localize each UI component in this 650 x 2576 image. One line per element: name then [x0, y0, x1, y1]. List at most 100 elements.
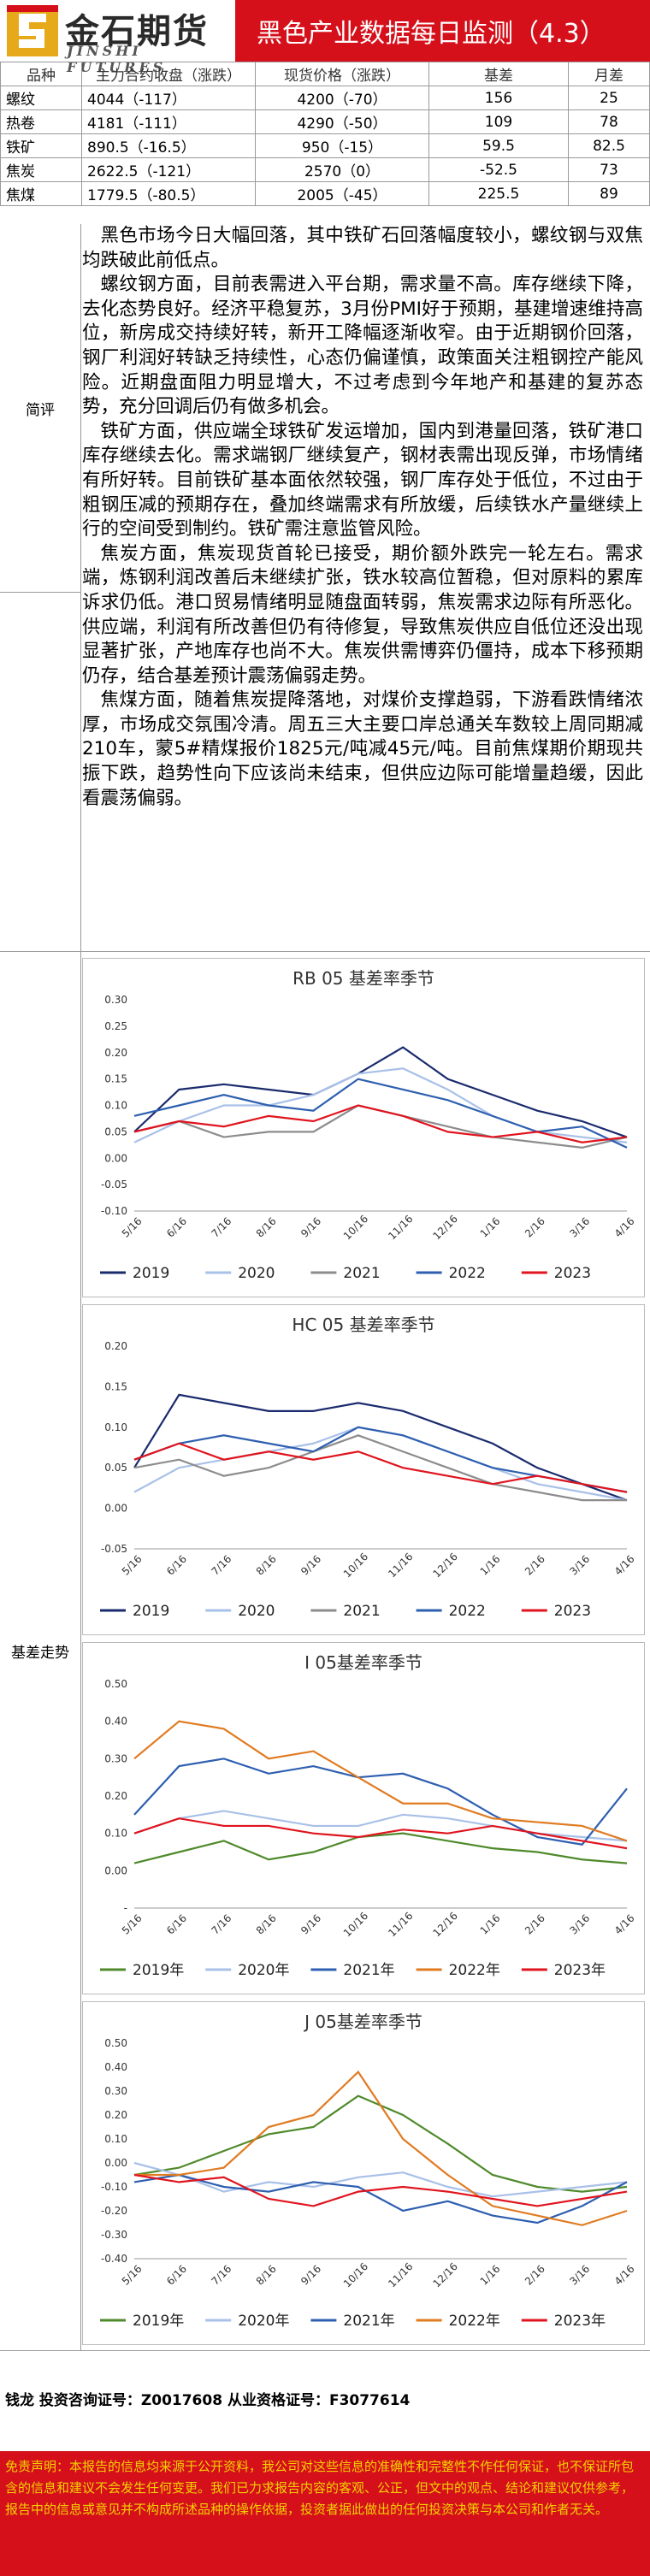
legend-label: 2023年	[554, 2313, 606, 2330]
legend-label: 2020	[238, 1265, 275, 1282]
y-tick-label: -0.10	[101, 2181, 127, 2193]
legend-label: 2022	[449, 1603, 486, 1620]
col-header: 主力合约收盘（涨跌）	[81, 62, 256, 86]
x-tick-label: 7/16	[209, 1912, 233, 1937]
x-tick-label: 12/16	[431, 2260, 460, 2289]
logo-icon	[7, 5, 58, 56]
x-tick-label: 11/16	[386, 1213, 415, 1242]
y-tick-label: 0.30	[104, 1752, 127, 1764]
table-row: 铁矿 890.5（-16.5） 950（-15） 59.5 82.5	[0, 133, 650, 158]
x-tick-label: 10/16	[341, 1213, 370, 1242]
legend-label: 2022年	[449, 1962, 500, 1979]
col-header: 现货价格（涨跌）	[255, 62, 429, 86]
table-cell: 73	[568, 157, 650, 182]
table-cell: 89	[568, 181, 650, 206]
table-cell: 1779.5（-80.5）	[81, 181, 256, 206]
y-tick-label: -0.40	[101, 2253, 127, 2265]
x-tick-label: 6/16	[164, 1553, 189, 1578]
table-cell: 225.5	[428, 181, 569, 206]
table-cell: 2622.5（-121）	[81, 157, 256, 182]
legend-label: 2023	[554, 1265, 591, 1282]
y-tick-label: 0.40	[104, 2061, 127, 2073]
hc-basis-chart: HC 05 基差率季节 -0.05 0.00 0.05 0.10 0.15 0.20 5/16…	[82, 1304, 645, 1635]
row-name-cell: 螺纹	[0, 86, 82, 110]
x-tick-label: 1/16	[478, 1215, 503, 1240]
x-tick-label: 9/16	[298, 1553, 323, 1578]
chart-title: HC 05 基差率季节	[292, 1315, 434, 1335]
y-tick-label: 0.20	[104, 1047, 127, 1059]
table-cell: 950（-15）	[255, 133, 429, 158]
table-cell: 78	[568, 109, 650, 134]
x-tick-label: 12/16	[431, 1910, 460, 1939]
series-line	[133, 2173, 628, 2207]
x-tick-label: 10/16	[341, 1551, 370, 1580]
x-tick-label: 11/16	[386, 1551, 415, 1580]
x-tick-label: 4/16	[612, 2263, 637, 2288]
review-paragraph: 螺纹钢方面，目前表需进入平台期，需求量不高。库存继续下降，去化态势良好。经济平稳…	[82, 274, 643, 418]
rb-basis-chart: RB 05 基差率季节 -0.10 -0.05 0.00 0.05 0.10 0.15 0.2…	[82, 958, 645, 1297]
legend-label: 2022	[449, 1265, 486, 1282]
x-tick-label: 10/16	[341, 2260, 370, 2289]
y-tick-label: 0.05	[104, 1126, 127, 1137]
x-tick-label: 11/16	[386, 2260, 415, 2289]
x-tick-label: 1/16	[478, 1553, 503, 1578]
legend-label: 2023年	[554, 1962, 606, 1979]
chart-svg: HC 05 基差率季节 -0.05 0.00 0.05 0.10 0.15 0.20 5/16…	[100, 1315, 637, 1620]
x-tick-label: 4/16	[612, 1215, 637, 1240]
row-name-cell: 焦炭	[0, 157, 82, 182]
y-tick-label: 0.30	[104, 2085, 127, 2097]
legend-label: 2020年	[238, 1962, 289, 1979]
legend-label: 2019年	[133, 1962, 184, 1979]
y-tick-label: 0.30	[104, 994, 127, 1006]
review-paragraph: 焦炭方面，焦炭现货首轮已接受，期价额外跌完一轮左右。需求端，炼钢利润改善后未继续…	[82, 542, 643, 687]
y-tick-label: 0.20	[104, 1340, 127, 1352]
series-line	[133, 2173, 628, 2224]
chart-title: I 05基差率季节	[304, 1652, 422, 1673]
x-tick-label: 3/16	[567, 2263, 592, 2288]
x-tick-label: 2/16	[523, 1912, 547, 1937]
series-line	[133, 1393, 628, 1502]
table-row: 焦炭 2622.5（-121） 2570（0） -52.5 73	[0, 157, 650, 182]
table-cell: 4200（-70）	[255, 86, 429, 110]
table-cell: 25	[568, 86, 650, 110]
logo-cn-text: 金石期货	[65, 12, 209, 51]
table-cell: -52.5	[428, 157, 569, 182]
series-line	[133, 1817, 628, 1850]
table-cell: 4044（-117）	[81, 86, 256, 110]
x-tick-label: 12/16	[431, 1213, 460, 1242]
j-basis-chart: J 05基差率季节 -0.40 -0.30 -0.20 -0.10 0.00 0.10 0.2…	[82, 2001, 645, 2345]
series-line	[133, 1442, 628, 1493]
table-row: 螺纹 4044（-117） 4200（-70） 156 25	[0, 86, 650, 110]
x-tick-label: 11/16	[386, 1910, 415, 1939]
y-tick-label: 0.20	[104, 2109, 127, 2121]
legend-label: 2019	[133, 1603, 169, 1620]
review-paragraph: 黑色市场今日大幅回落，其中铁矿石回落幅度较小，螺纹钢与双焦均跌破此前低点。	[82, 225, 643, 271]
y-tick-label: 0.10	[104, 1828, 127, 1840]
y-tick-label: 0.50	[104, 2037, 127, 2049]
table-row: 热卷 4181（-111） 4290（-50） 109 78	[0, 109, 650, 134]
y-tick-label: 0.50	[104, 1678, 127, 1690]
table-header-row: 品种 主力合约收盘（涨跌） 现货价格（涨跌） 基差 月差	[0, 62, 650, 86]
series-line	[133, 2161, 628, 2198]
x-tick-label: 8/16	[254, 1215, 279, 1240]
y-tick-label: 0.15	[104, 1380, 127, 1392]
series-line	[133, 1078, 628, 1149]
chart-svg: J 05基差率季节 -0.40 -0.30 -0.20 -0.10 0.00 0.10 0.2…	[100, 2012, 637, 2330]
col-header: 品种	[0, 62, 82, 86]
table-cell: 2005（-45）	[255, 181, 429, 206]
col-header: 基差	[428, 62, 569, 86]
analyst-contact: 钱龙 投资咨询证号：Z0017608 从业资格证号：F3077614	[5, 2392, 411, 2409]
x-tick-label: 5/16	[120, 2263, 145, 2288]
price-table: 品种 主力合约收盘（涨跌） 现货价格（涨跌） 基差 月差 螺纹 4044（-117…	[0, 62, 650, 206]
x-tick-label: 2/16	[523, 1215, 547, 1240]
y-tick-label: 0.10	[104, 1100, 127, 1112]
chart-svg: I 05基差率季节 - 0.00 0.10 0.20 0.30 0.40 0.50 5/16 6/…	[100, 1652, 637, 1979]
legend-label: 2022年	[449, 2313, 500, 2330]
col-header: 月差	[568, 62, 650, 86]
y-tick-label: -0.10	[101, 1205, 127, 1217]
x-tick-label: 9/16	[298, 1215, 323, 1240]
y-tick-label: -0.20	[101, 2205, 127, 2217]
chart-title: RB 05 基差率季节	[292, 968, 434, 989]
legend-label: 2020	[238, 1603, 275, 1620]
series-line	[133, 1046, 628, 1138]
